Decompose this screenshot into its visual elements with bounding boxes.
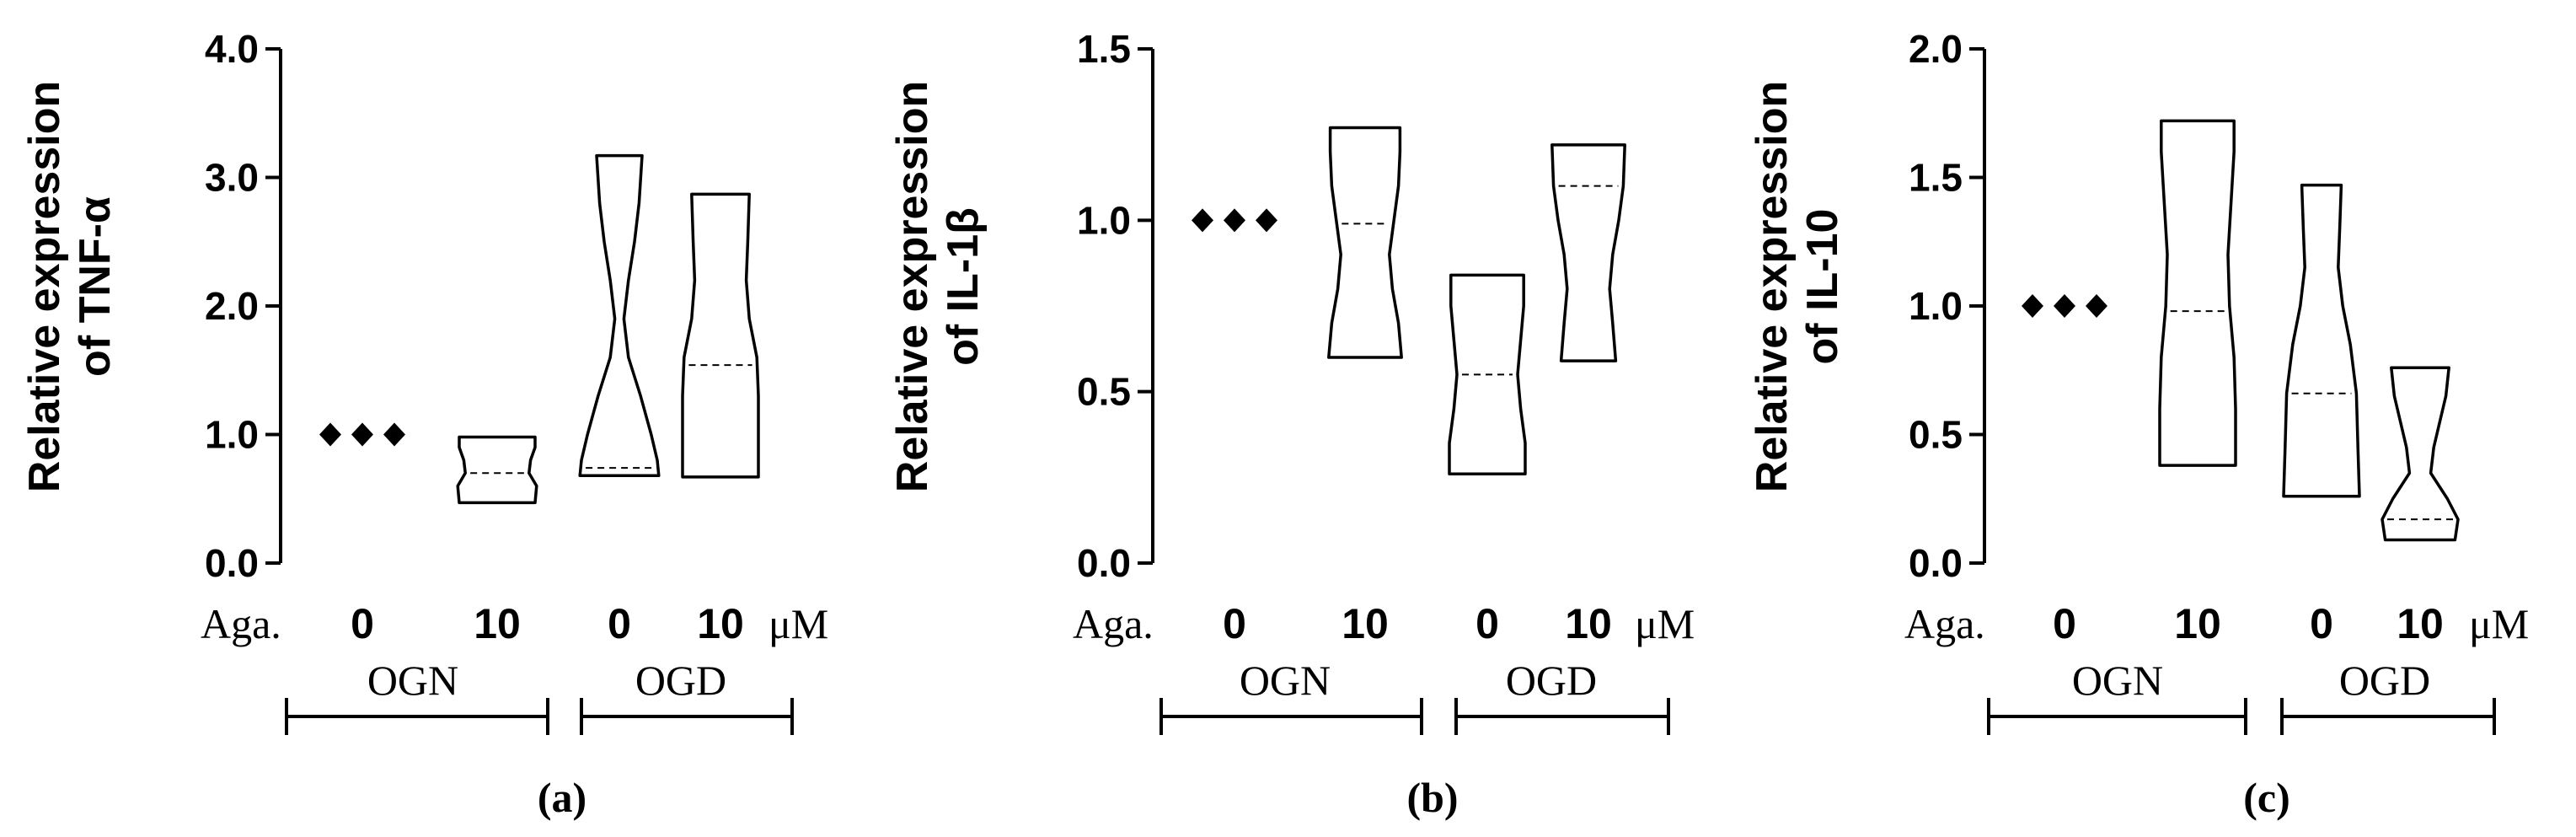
x-category-label-c: 0 <box>2310 600 2333 647</box>
x-category-label-b: 10 <box>1565 600 1612 647</box>
aga-label-b: Aga. <box>1073 600 1154 647</box>
unit-label-c: μM <box>2469 600 2529 647</box>
violin-b-2 <box>1448 273 1527 476</box>
group-label-ogn-a: OGN <box>367 657 458 704</box>
y-axis-label-a-line2: of TNF-α <box>71 196 120 377</box>
y-tick-label-c: 0.5 <box>1909 413 1963 457</box>
violin-a-1 <box>456 435 538 505</box>
y-tick-label-c: 1.0 <box>1909 284 1963 328</box>
data-point-c <box>2054 294 2075 318</box>
y-tick-label-a: 4.0 <box>205 27 259 71</box>
data-point-a <box>383 422 405 447</box>
y-tick-label-b: 1.0 <box>1077 198 1131 242</box>
panel-a: Relative expression of TNF-α Aga. μM OGN… <box>20 27 828 821</box>
unit-label-b: μM <box>1635 600 1695 647</box>
data-point-c <box>2086 294 2107 318</box>
aga-label-a: Aga. <box>201 600 281 647</box>
data-point-b <box>1224 208 1245 233</box>
aga-label-c: Aga. <box>1904 600 1985 647</box>
y-tick-label-b: 1.5 <box>1077 27 1131 71</box>
panel-label-b: (b) <box>1406 774 1458 821</box>
violin-b-1 <box>1327 126 1403 359</box>
group-label-ogd-c: OGD <box>2339 657 2430 704</box>
y-axis-label-c: Relative expression <box>1748 81 1797 492</box>
panel-label-a: (a) <box>538 774 586 821</box>
group-label-ogn-c: OGN <box>2072 657 2163 704</box>
y-tick-label-c: 2.0 <box>1909 27 1963 71</box>
data-point-a <box>351 422 373 447</box>
y-axis-label-b: Relative expression <box>888 81 937 492</box>
x-category-label-c: 10 <box>2174 600 2221 647</box>
violin-c-2 <box>2282 183 2361 498</box>
panel-label-c: (c) <box>2243 774 2290 821</box>
violin-a-2 <box>578 153 661 478</box>
unit-label-a: μM <box>769 600 828 647</box>
x-category-label-c: 10 <box>2397 600 2444 647</box>
x-category-label-a: 0 <box>351 600 374 647</box>
group-label-ogn-b: OGN <box>1240 657 1331 704</box>
y-tick-label-b: 0.5 <box>1077 370 1131 414</box>
data-point-b <box>1256 208 1277 233</box>
panel-b: Relative expression of IL-1β Aga. μM OGN… <box>888 27 1695 821</box>
x-category-label-b: 0 <box>1223 600 1246 647</box>
group-label-ogd-a: OGD <box>635 657 726 704</box>
violin-b-3 <box>1550 143 1626 362</box>
violin-a-3 <box>681 192 760 479</box>
x-category-label-a: 10 <box>474 600 521 647</box>
x-category-label-a: 10 <box>697 600 744 647</box>
data-point-b <box>1192 208 1213 233</box>
violin-c-3 <box>2381 366 2460 542</box>
y-axis-label-a: Relative expression <box>20 81 69 492</box>
data-point-c <box>2022 294 2043 318</box>
data-point-a <box>319 422 341 447</box>
y-tick-label-a: 2.0 <box>205 284 259 328</box>
x-category-label-c: 0 <box>2053 600 2076 647</box>
y-axis-label-c-line2: of IL-10 <box>1798 209 1847 365</box>
violin-c-1 <box>2158 119 2237 467</box>
y-tick-label-a: 0.0 <box>205 541 259 585</box>
panel-c: Relative expression of IL-10 Aga. μM OGN… <box>1748 27 2529 821</box>
y-axis-label-b-line2: of IL-1β <box>939 207 988 366</box>
y-tick-label-c: 0.0 <box>1909 541 1963 585</box>
group-label-ogd-b: OGD <box>1506 657 1597 704</box>
x-category-label-b: 0 <box>1475 600 1499 647</box>
x-category-label-a: 0 <box>608 600 631 647</box>
x-category-label-b: 10 <box>1342 600 1389 647</box>
y-tick-label-a: 1.0 <box>205 413 259 457</box>
y-tick-label-a: 3.0 <box>205 156 259 200</box>
y-tick-label-c: 1.5 <box>1909 156 1963 200</box>
y-tick-label-b: 0.0 <box>1077 541 1131 585</box>
